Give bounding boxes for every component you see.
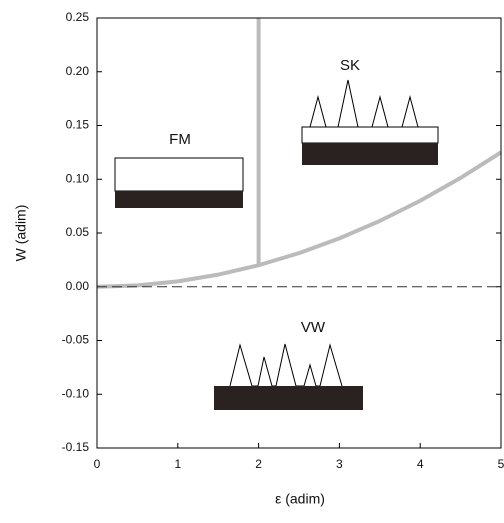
- sk-substrate: [302, 143, 438, 165]
- y-tick-label: 0.10: [66, 171, 90, 185]
- x-tick-label: 1: [174, 457, 181, 471]
- x-tick-label: 0: [94, 457, 101, 471]
- annotation: VW: [301, 319, 326, 336]
- plot-frame: [96, 17, 502, 449]
- insets: [114, 79, 439, 410]
- vw-substrate: [214, 386, 363, 410]
- x-axis-label: ε (adim): [275, 491, 325, 507]
- y-tick-label: -0.15: [62, 440, 90, 454]
- x-tick-label: 3: [336, 457, 343, 471]
- series-line: [96, 150, 503, 289]
- x-tick-label: 5: [498, 457, 504, 471]
- y-tick-label: 0.05: [66, 225, 90, 239]
- y-tick-label: 0.25: [66, 10, 90, 24]
- y-tick-label: 0.00: [66, 279, 90, 293]
- y-tick-label: -0.05: [62, 333, 90, 347]
- y-tick-label: 0.15: [66, 118, 90, 132]
- x-tick-label: 4: [417, 457, 424, 471]
- fm-film: [114, 157, 244, 192]
- annotation: FM: [169, 131, 191, 148]
- fm-substrate: [115, 191, 243, 208]
- y-tick-label: 0.20: [66, 64, 90, 78]
- y-tick-label: -0.10: [62, 386, 90, 400]
- sk-film: [301, 126, 439, 144]
- y-axis-label: W (adim): [13, 205, 29, 262]
- x-tick-label: 2: [255, 457, 262, 471]
- annotation: SK: [340, 57, 360, 74]
